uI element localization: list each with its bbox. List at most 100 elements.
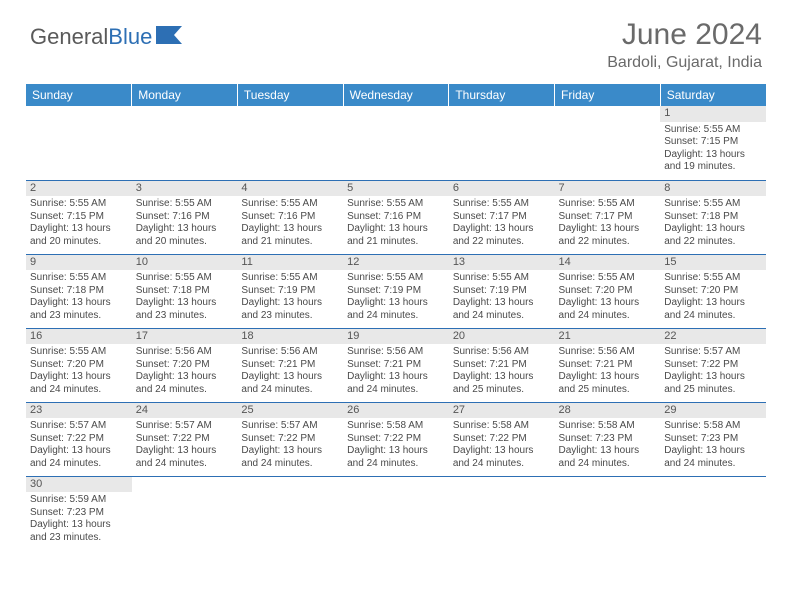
calendar-day: 16Sunrise: 5:55 AMSunset: 7:20 PMDayligh… (26, 328, 132, 402)
day-header: Friday (555, 84, 661, 106)
day-number: 20 (449, 329, 555, 345)
day-info-line: and 21 minutes. (241, 236, 339, 249)
day-number: 27 (449, 403, 555, 419)
day-info-line: and 24 minutes. (559, 310, 657, 323)
day-info-line: and 24 minutes. (347, 384, 445, 397)
day-number: 1 (660, 106, 766, 122)
calendar-day-blank (555, 476, 661, 550)
day-info-line: Daylight: 13 hours (30, 371, 128, 384)
day-info-line: Sunset: 7:19 PM (347, 285, 445, 298)
day-info-line: Sunset: 7:23 PM (664, 433, 762, 446)
day-info-line: Daylight: 13 hours (241, 297, 339, 310)
day-info-line: Sunrise: 5:58 AM (453, 420, 551, 433)
day-number: 3 (132, 181, 238, 197)
day-info-line: Daylight: 13 hours (347, 223, 445, 236)
day-info-line: and 24 minutes. (347, 310, 445, 323)
logo-text-blue: Blue (108, 24, 152, 50)
calendar-day-blank (132, 476, 238, 550)
calendar-day: 4Sunrise: 5:55 AMSunset: 7:16 PMDaylight… (237, 180, 343, 254)
calendar-day: 17Sunrise: 5:56 AMSunset: 7:20 PMDayligh… (132, 328, 238, 402)
day-info-line: Sunset: 7:22 PM (453, 433, 551, 446)
day-info-line: Sunrise: 5:55 AM (559, 272, 657, 285)
day-info-line: Daylight: 13 hours (664, 371, 762, 384)
day-header: Tuesday (237, 84, 343, 106)
day-number: 28 (555, 403, 661, 419)
day-info-line: Sunrise: 5:55 AM (241, 272, 339, 285)
day-info-line: Sunrise: 5:57 AM (30, 420, 128, 433)
day-number: 6 (449, 181, 555, 197)
day-info-line: Sunset: 7:21 PM (559, 359, 657, 372)
calendar-day-blank (660, 476, 766, 550)
calendar-day: 28Sunrise: 5:58 AMSunset: 7:23 PMDayligh… (555, 402, 661, 476)
day-number: 24 (132, 403, 238, 419)
day-number: 4 (237, 181, 343, 197)
day-info-line: and 22 minutes. (453, 236, 551, 249)
calendar-week: 30Sunrise: 5:59 AMSunset: 7:23 PMDayligh… (26, 476, 766, 550)
day-info-line: Sunset: 7:23 PM (559, 433, 657, 446)
day-info-line: Sunrise: 5:57 AM (136, 420, 234, 433)
day-number: 5 (343, 181, 449, 197)
day-info-line: and 24 minutes. (136, 458, 234, 471)
month-title: June 2024 (607, 18, 762, 52)
day-info-line: Sunrise: 5:55 AM (30, 346, 128, 359)
day-info-line: Daylight: 13 hours (136, 445, 234, 458)
day-info-line: Sunset: 7:16 PM (136, 211, 234, 224)
calendar-body: 1Sunrise: 5:55 AMSunset: 7:15 PMDaylight… (26, 106, 766, 550)
day-info-line: and 23 minutes. (30, 310, 128, 323)
day-info-line: Sunset: 7:15 PM (664, 136, 762, 149)
day-number: 11 (237, 255, 343, 271)
calendar-table: SundayMondayTuesdayWednesdayThursdayFrid… (26, 84, 766, 550)
day-info-line: Daylight: 13 hours (30, 297, 128, 310)
day-info-line: Sunrise: 5:57 AM (241, 420, 339, 433)
day-info-line: and 24 minutes. (664, 310, 762, 323)
day-info-line: Daylight: 13 hours (241, 445, 339, 458)
calendar-day-blank (237, 106, 343, 180)
calendar-day: 23Sunrise: 5:57 AMSunset: 7:22 PMDayligh… (26, 402, 132, 476)
calendar-day-blank (343, 476, 449, 550)
day-header: Saturday (660, 84, 766, 106)
calendar-day: 20Sunrise: 5:56 AMSunset: 7:21 PMDayligh… (449, 328, 555, 402)
day-info-line: Daylight: 13 hours (241, 371, 339, 384)
calendar-day-blank (132, 106, 238, 180)
day-info-line: Sunrise: 5:55 AM (664, 124, 762, 137)
day-number: 30 (26, 477, 132, 493)
day-info-line: Sunrise: 5:58 AM (664, 420, 762, 433)
day-info-line: and 22 minutes. (559, 236, 657, 249)
day-info-line: Sunrise: 5:55 AM (559, 198, 657, 211)
day-info-line: and 24 minutes. (136, 384, 234, 397)
day-number: 26 (343, 403, 449, 419)
day-info-line: Daylight: 13 hours (559, 223, 657, 236)
calendar-day: 11Sunrise: 5:55 AMSunset: 7:19 PMDayligh… (237, 254, 343, 328)
day-info-line: and 24 minutes. (347, 458, 445, 471)
day-info-line: and 24 minutes. (453, 310, 551, 323)
day-info-line: and 21 minutes. (347, 236, 445, 249)
logo: GeneralBlue (30, 18, 182, 50)
day-info-line: Daylight: 13 hours (559, 297, 657, 310)
day-info-line: Sunset: 7:22 PM (664, 359, 762, 372)
day-info-line: and 20 minutes. (136, 236, 234, 249)
day-info-line: and 24 minutes. (241, 458, 339, 471)
day-info-line: and 24 minutes. (664, 458, 762, 471)
day-number: 7 (555, 181, 661, 197)
day-info-line: Sunset: 7:23 PM (30, 507, 128, 520)
calendar-day: 24Sunrise: 5:57 AMSunset: 7:22 PMDayligh… (132, 402, 238, 476)
day-info-line: Daylight: 13 hours (136, 297, 234, 310)
day-number: 10 (132, 255, 238, 271)
day-info-line: Sunrise: 5:55 AM (664, 272, 762, 285)
calendar-day: 13Sunrise: 5:55 AMSunset: 7:19 PMDayligh… (449, 254, 555, 328)
day-info-line: Sunset: 7:22 PM (30, 433, 128, 446)
day-info-line: and 25 minutes. (559, 384, 657, 397)
day-info-line: Daylight: 13 hours (30, 445, 128, 458)
day-info-line: and 24 minutes. (559, 458, 657, 471)
calendar-day: 6Sunrise: 5:55 AMSunset: 7:17 PMDaylight… (449, 180, 555, 254)
flag-icon (156, 24, 182, 50)
calendar-day: 10Sunrise: 5:55 AMSunset: 7:18 PMDayligh… (132, 254, 238, 328)
day-info-line: Sunset: 7:17 PM (559, 211, 657, 224)
day-info-line: Daylight: 13 hours (453, 371, 551, 384)
day-number: 25 (237, 403, 343, 419)
day-info-line: Sunset: 7:20 PM (30, 359, 128, 372)
day-number: 12 (343, 255, 449, 271)
day-info-line: Sunset: 7:18 PM (136, 285, 234, 298)
calendar-day-blank (343, 106, 449, 180)
location-text: Bardoli, Gujarat, India (607, 54, 762, 72)
